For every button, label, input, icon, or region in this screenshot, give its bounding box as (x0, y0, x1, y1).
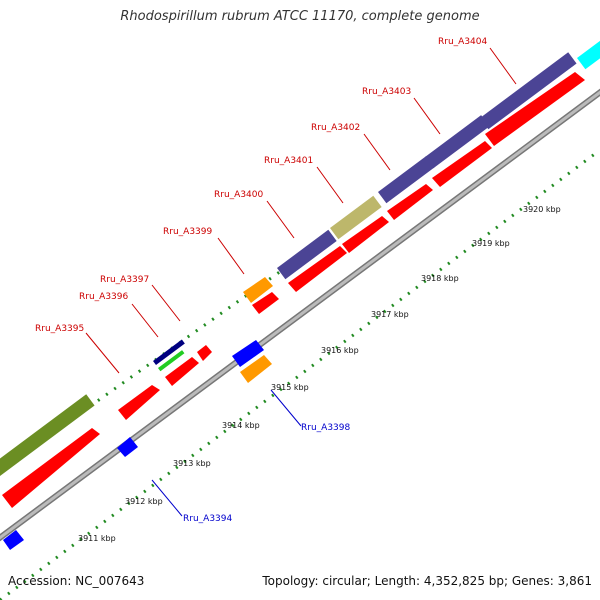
outer-track (0, 34, 600, 478)
leader-line (316, 166, 344, 204)
gene-arrow (485, 72, 585, 146)
gene-label: Rru_A3402 (311, 123, 360, 133)
kbp-label: 3913 kbp (173, 459, 211, 468)
gene-arrow (117, 437, 138, 457)
orange-genes (240, 277, 273, 383)
gene-arrow (252, 292, 279, 314)
kbp-label: 3915 kbp (271, 383, 309, 392)
kbp-label: 3918 kbp (421, 274, 459, 283)
leader-line (270, 389, 302, 427)
green-block (158, 350, 185, 372)
kbp-label: 3919 kbp (472, 239, 510, 248)
gene-arrow (118, 385, 160, 420)
gene-arrow (387, 184, 433, 220)
gene-arrow (432, 141, 492, 187)
purple-block-4 (480, 52, 577, 130)
gene-arrow (243, 277, 273, 303)
gene-label: Rru_A3404 (438, 37, 487, 47)
kbp-label: 3920 kbp (523, 205, 561, 214)
kbp-label: 3916 kbp (321, 346, 359, 355)
gene-label: Rru_A3395 (35, 324, 84, 334)
gene-arrow (342, 216, 389, 253)
kbp-label: 3914 kbp (222, 421, 260, 430)
gene-arrow (3, 530, 24, 550)
top-gene-labels: Rru_A3395 Rru_A3396 Rru_A3397 Rru_A3399 … (35, 37, 517, 374)
gene-label: Rru_A3399 (163, 227, 212, 237)
forward-genes (2, 72, 585, 508)
cyan-block (577, 34, 600, 70)
gene-label: Rru_A3397 (100, 275, 149, 285)
gene-arrow (232, 340, 264, 367)
reverse-genes (3, 340, 264, 550)
accession-label: Accession: NC_007643 (8, 574, 145, 588)
leader-line (413, 97, 441, 135)
purple-block-2 (378, 156, 435, 204)
navy-block (153, 339, 185, 366)
leader-line (151, 284, 181, 322)
gene-arrow (197, 345, 212, 361)
gene-label: Rru_A3403 (362, 87, 411, 97)
gene-arrow (240, 355, 272, 383)
leader-line (266, 200, 295, 239)
gene-arrow (2, 428, 100, 508)
kbp-label: 3917 kbp (371, 310, 409, 319)
leader-line (489, 47, 517, 85)
gene-label: Rru_A3398 (301, 423, 350, 433)
gene-label: Rru_A3396 (79, 292, 128, 302)
leader-line (217, 237, 245, 275)
leader-line (85, 332, 120, 374)
leader-line (151, 479, 183, 517)
gene-arrow (288, 246, 347, 292)
leader-line (131, 303, 159, 338)
map-title: Rhodospirillum rubrum ATCC 11170, comple… (120, 9, 480, 24)
kbp-label: 3911 kbp (78, 534, 116, 543)
backbone (0, 88, 600, 542)
tan-block (330, 195, 382, 240)
leader-line (363, 133, 391, 171)
olive-block (0, 394, 95, 478)
bottom-gene-labels: Rru_A3394 Rru_A3398 (151, 389, 350, 524)
purple-block-3 (424, 115, 490, 169)
inner-tick-row (0, 148, 600, 600)
gene-label: Rru_A3400 (214, 190, 263, 200)
gene-arrow (165, 357, 199, 386)
purple-block-1 (277, 229, 337, 280)
genome-summary: Topology: circular; Length: 4,352,825 bp… (262, 574, 592, 588)
kbp-label: 3912 kbp (125, 497, 163, 506)
gene-label: Rru_A3394 (183, 514, 232, 524)
gene-label: Rru_A3401 (264, 156, 313, 166)
kbp-scale: 3911 kbp 3912 kbp 3913 kbp 3914 kbp 3915… (78, 205, 561, 543)
